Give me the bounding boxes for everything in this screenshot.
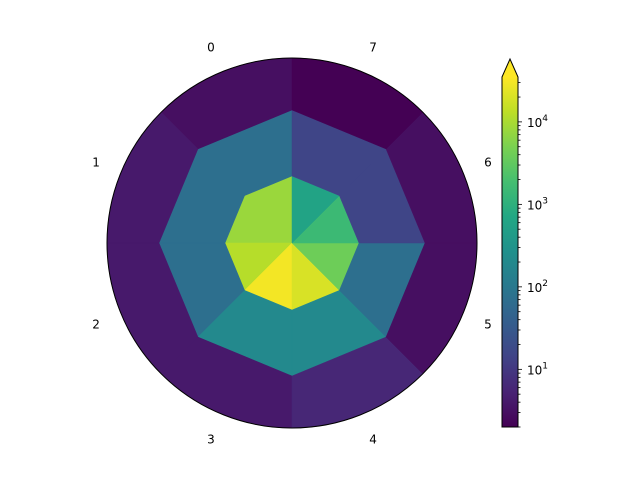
colorbar-tick-label: 101 bbox=[527, 361, 548, 377]
sector-labels: 0 1 2 3 4 5 6 7 bbox=[92, 41, 491, 447]
sector-label-2: 2 bbox=[92, 318, 100, 332]
colorbar: 101 102 103 104 bbox=[501, 57, 548, 428]
colorbar-extend-arrow bbox=[502, 59, 518, 77]
sector-label-1: 1 bbox=[92, 155, 100, 169]
colorbar-tick-label: 103 bbox=[527, 196, 548, 212]
polar-axes bbox=[106, 57, 478, 429]
sector-label-5: 5 bbox=[484, 318, 492, 332]
colorbar-tick-label: 104 bbox=[527, 114, 548, 130]
polar-spine bbox=[106, 57, 478, 429]
colorbar-tick-label: 102 bbox=[527, 279, 548, 295]
sector-label-4: 4 bbox=[369, 432, 377, 446]
sector-label-6: 6 bbox=[484, 155, 492, 169]
sector-label-0: 0 bbox=[207, 41, 215, 55]
sector-label-7: 7 bbox=[369, 41, 377, 55]
colorbar-outline bbox=[501, 57, 519, 428]
colorbar-gradient bbox=[502, 77, 518, 427]
sector-label-3: 3 bbox=[207, 432, 215, 446]
